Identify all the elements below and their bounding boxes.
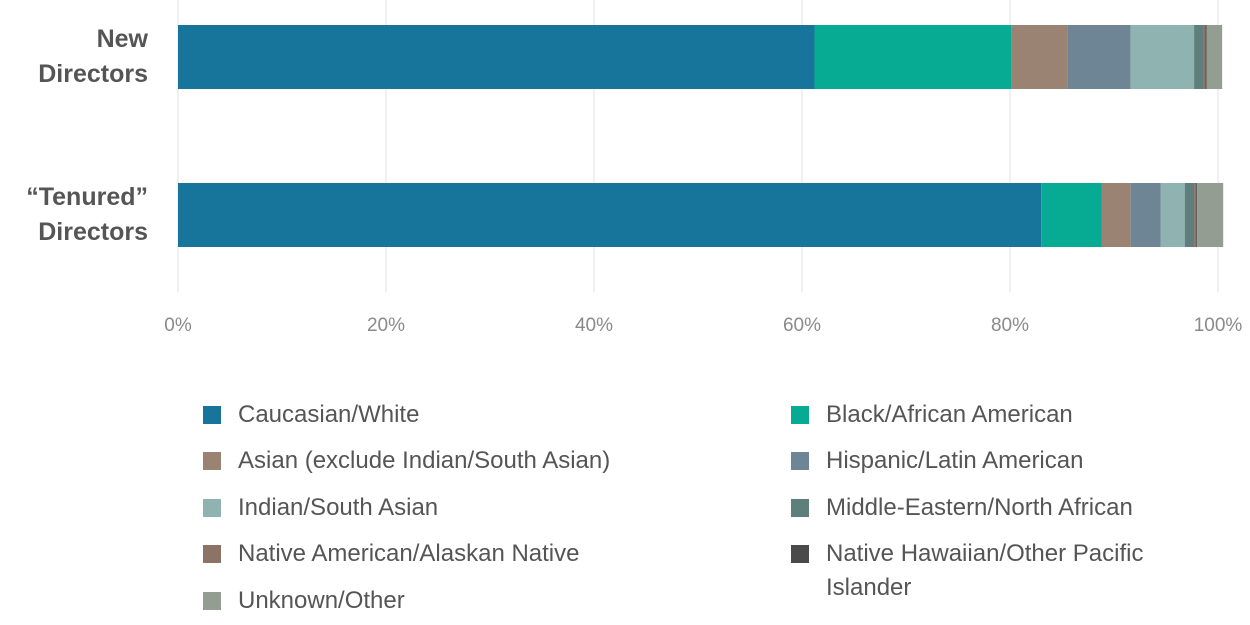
bar-segment [1194, 183, 1197, 247]
legend-swatch [791, 406, 809, 424]
bar-segment [1206, 25, 1223, 89]
legend-item: Black/African American [791, 398, 1226, 432]
legend-item: Native American/Alaskan Native [203, 537, 638, 571]
bar-segment [1101, 183, 1131, 247]
bar-segment [1160, 183, 1185, 247]
legend-swatch [791, 452, 809, 470]
bar-segment [1130, 25, 1195, 89]
bar-segment [1130, 183, 1161, 247]
legend-item: Native Hawaiian/Other Pacific Islander [791, 537, 1226, 605]
bar-segment [1194, 25, 1204, 89]
legend-label: Hispanic/Latin American [826, 447, 1084, 474]
bar-segment [1203, 25, 1206, 89]
bar-segment [1011, 25, 1068, 89]
legend-label: Indian/South Asian [238, 494, 439, 521]
legend-label: Native Hawaiian/Other Pacific Islander [826, 540, 1144, 601]
legend-label: Native American/Alaskan Native [238, 540, 580, 567]
bar-segment [178, 183, 1042, 247]
bar-segment [1184, 183, 1195, 247]
bar-segment [178, 25, 815, 89]
legend-label: Caucasian/White [238, 401, 420, 428]
x-tick-label: 100% [1194, 315, 1243, 336]
bar-segment [1067, 25, 1131, 89]
legend-swatch [203, 452, 221, 470]
legend-swatch [203, 545, 221, 563]
bar-segment [1205, 25, 1207, 89]
legend-label: Asian (exclude Indian/South Asian) [238, 447, 611, 474]
legend-label: Black/African American [826, 401, 1073, 428]
bar-segment [814, 25, 1012, 89]
x-tick-label: 40% [575, 315, 613, 336]
bar-segment [1041, 183, 1102, 247]
legend-item: Caucasian/White [203, 398, 638, 432]
bar-segment [1197, 183, 1224, 247]
category-label: New Directors [38, 25, 148, 88]
legend-swatch [203, 592, 221, 610]
legend-swatch [791, 499, 809, 517]
legend-label: Middle-Eastern/North African [826, 494, 1133, 521]
category-label: “Tenured” Directors [26, 183, 148, 246]
bar-segment [1196, 183, 1198, 247]
legend-swatch [203, 406, 221, 424]
legend-label: Unknown/Other [238, 587, 405, 614]
legend-item: Indian/South Asian [203, 491, 638, 525]
legend-swatch [791, 545, 809, 563]
x-tick-label: 0% [164, 315, 192, 336]
legend-item: Hispanic/Latin American [791, 444, 1226, 478]
legend-item: Unknown/Other [203, 584, 638, 618]
x-tick-label: 60% [783, 315, 821, 336]
legend-swatch [203, 499, 221, 517]
x-tick-label: 20% [367, 315, 405, 336]
legend-item: Asian (exclude Indian/South Asian) [203, 444, 638, 478]
x-tick-label: 80% [991, 315, 1029, 336]
legend-item: Middle-Eastern/North African [791, 491, 1226, 525]
